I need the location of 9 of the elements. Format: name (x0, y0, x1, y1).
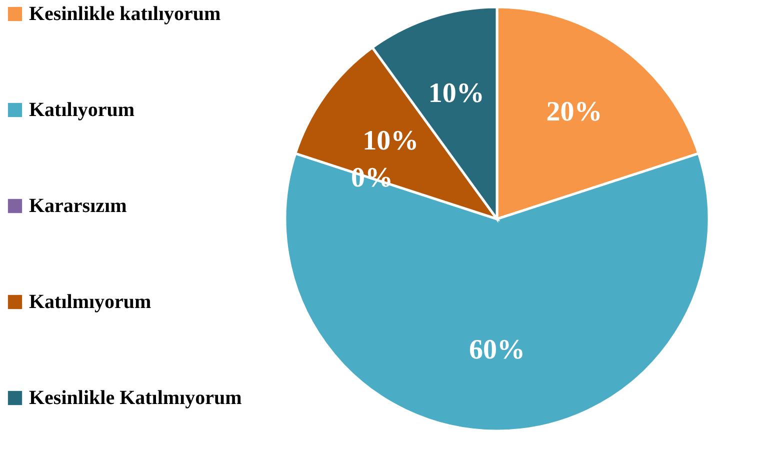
data-label: 10% (362, 126, 419, 157)
legend-label: Kesinlikle Katılmıyorum (29, 387, 242, 409)
legend-label: Kesinlikle katılıyorum (29, 3, 222, 25)
legend-label: Kararsızım (29, 195, 128, 217)
data-label: 10% (428, 78, 484, 109)
legend-label: Katılmıyorum (29, 291, 152, 313)
legend-label: Katılıyorum (29, 99, 135, 121)
data-label: 60% (469, 334, 525, 366)
data-label: 20% (546, 96, 602, 128)
